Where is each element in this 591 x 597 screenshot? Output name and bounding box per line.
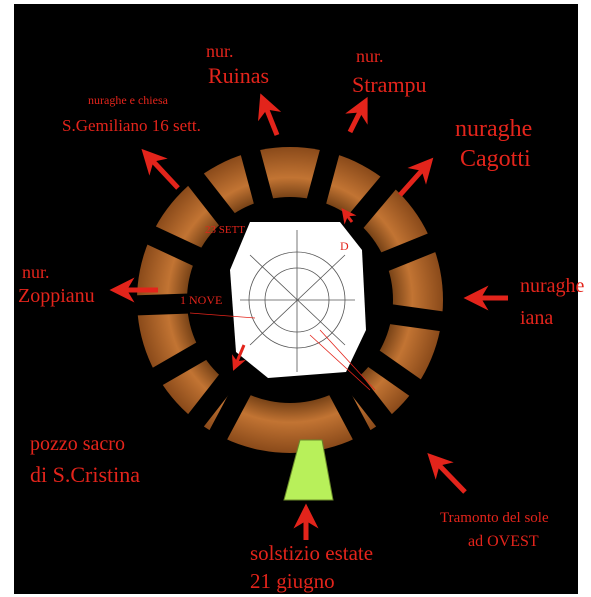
- label: Zoppianu: [18, 285, 95, 307]
- plan-lines: [189, 230, 376, 391]
- label: nur.: [206, 41, 234, 61]
- label: di S.Cristina: [30, 462, 140, 487]
- label: Strampu: [352, 72, 427, 97]
- label: ad OVEST: [468, 533, 539, 550]
- label: Ruinas: [208, 63, 269, 88]
- label: nuraghe: [520, 275, 585, 297]
- label: nuraghe e chiesa: [88, 93, 169, 107]
- label: iana: [520, 307, 553, 329]
- solstice-window: [283, 439, 334, 501]
- label: Tramonto del sole: [440, 510, 549, 526]
- label: S.Gemiliano 16 sett.: [62, 116, 201, 135]
- labels: nur. Ruinas nur. Strampu nuraghe Cagotti…: [18, 41, 585, 593]
- label: nur.: [356, 46, 384, 66]
- inner-label: 23 SETT: [205, 224, 245, 236]
- label: nur.: [22, 262, 50, 282]
- arrows: [109, 93, 508, 540]
- label: Cagotti: [460, 146, 531, 172]
- label: 21 giugno: [250, 569, 335, 593]
- inner-label: 1 NOVE: [180, 293, 222, 307]
- label: pozzo sacro: [30, 433, 125, 455]
- label: solstizio estate: [250, 541, 373, 565]
- inner-label: D: [340, 239, 349, 253]
- label: nuraghe: [455, 116, 532, 142]
